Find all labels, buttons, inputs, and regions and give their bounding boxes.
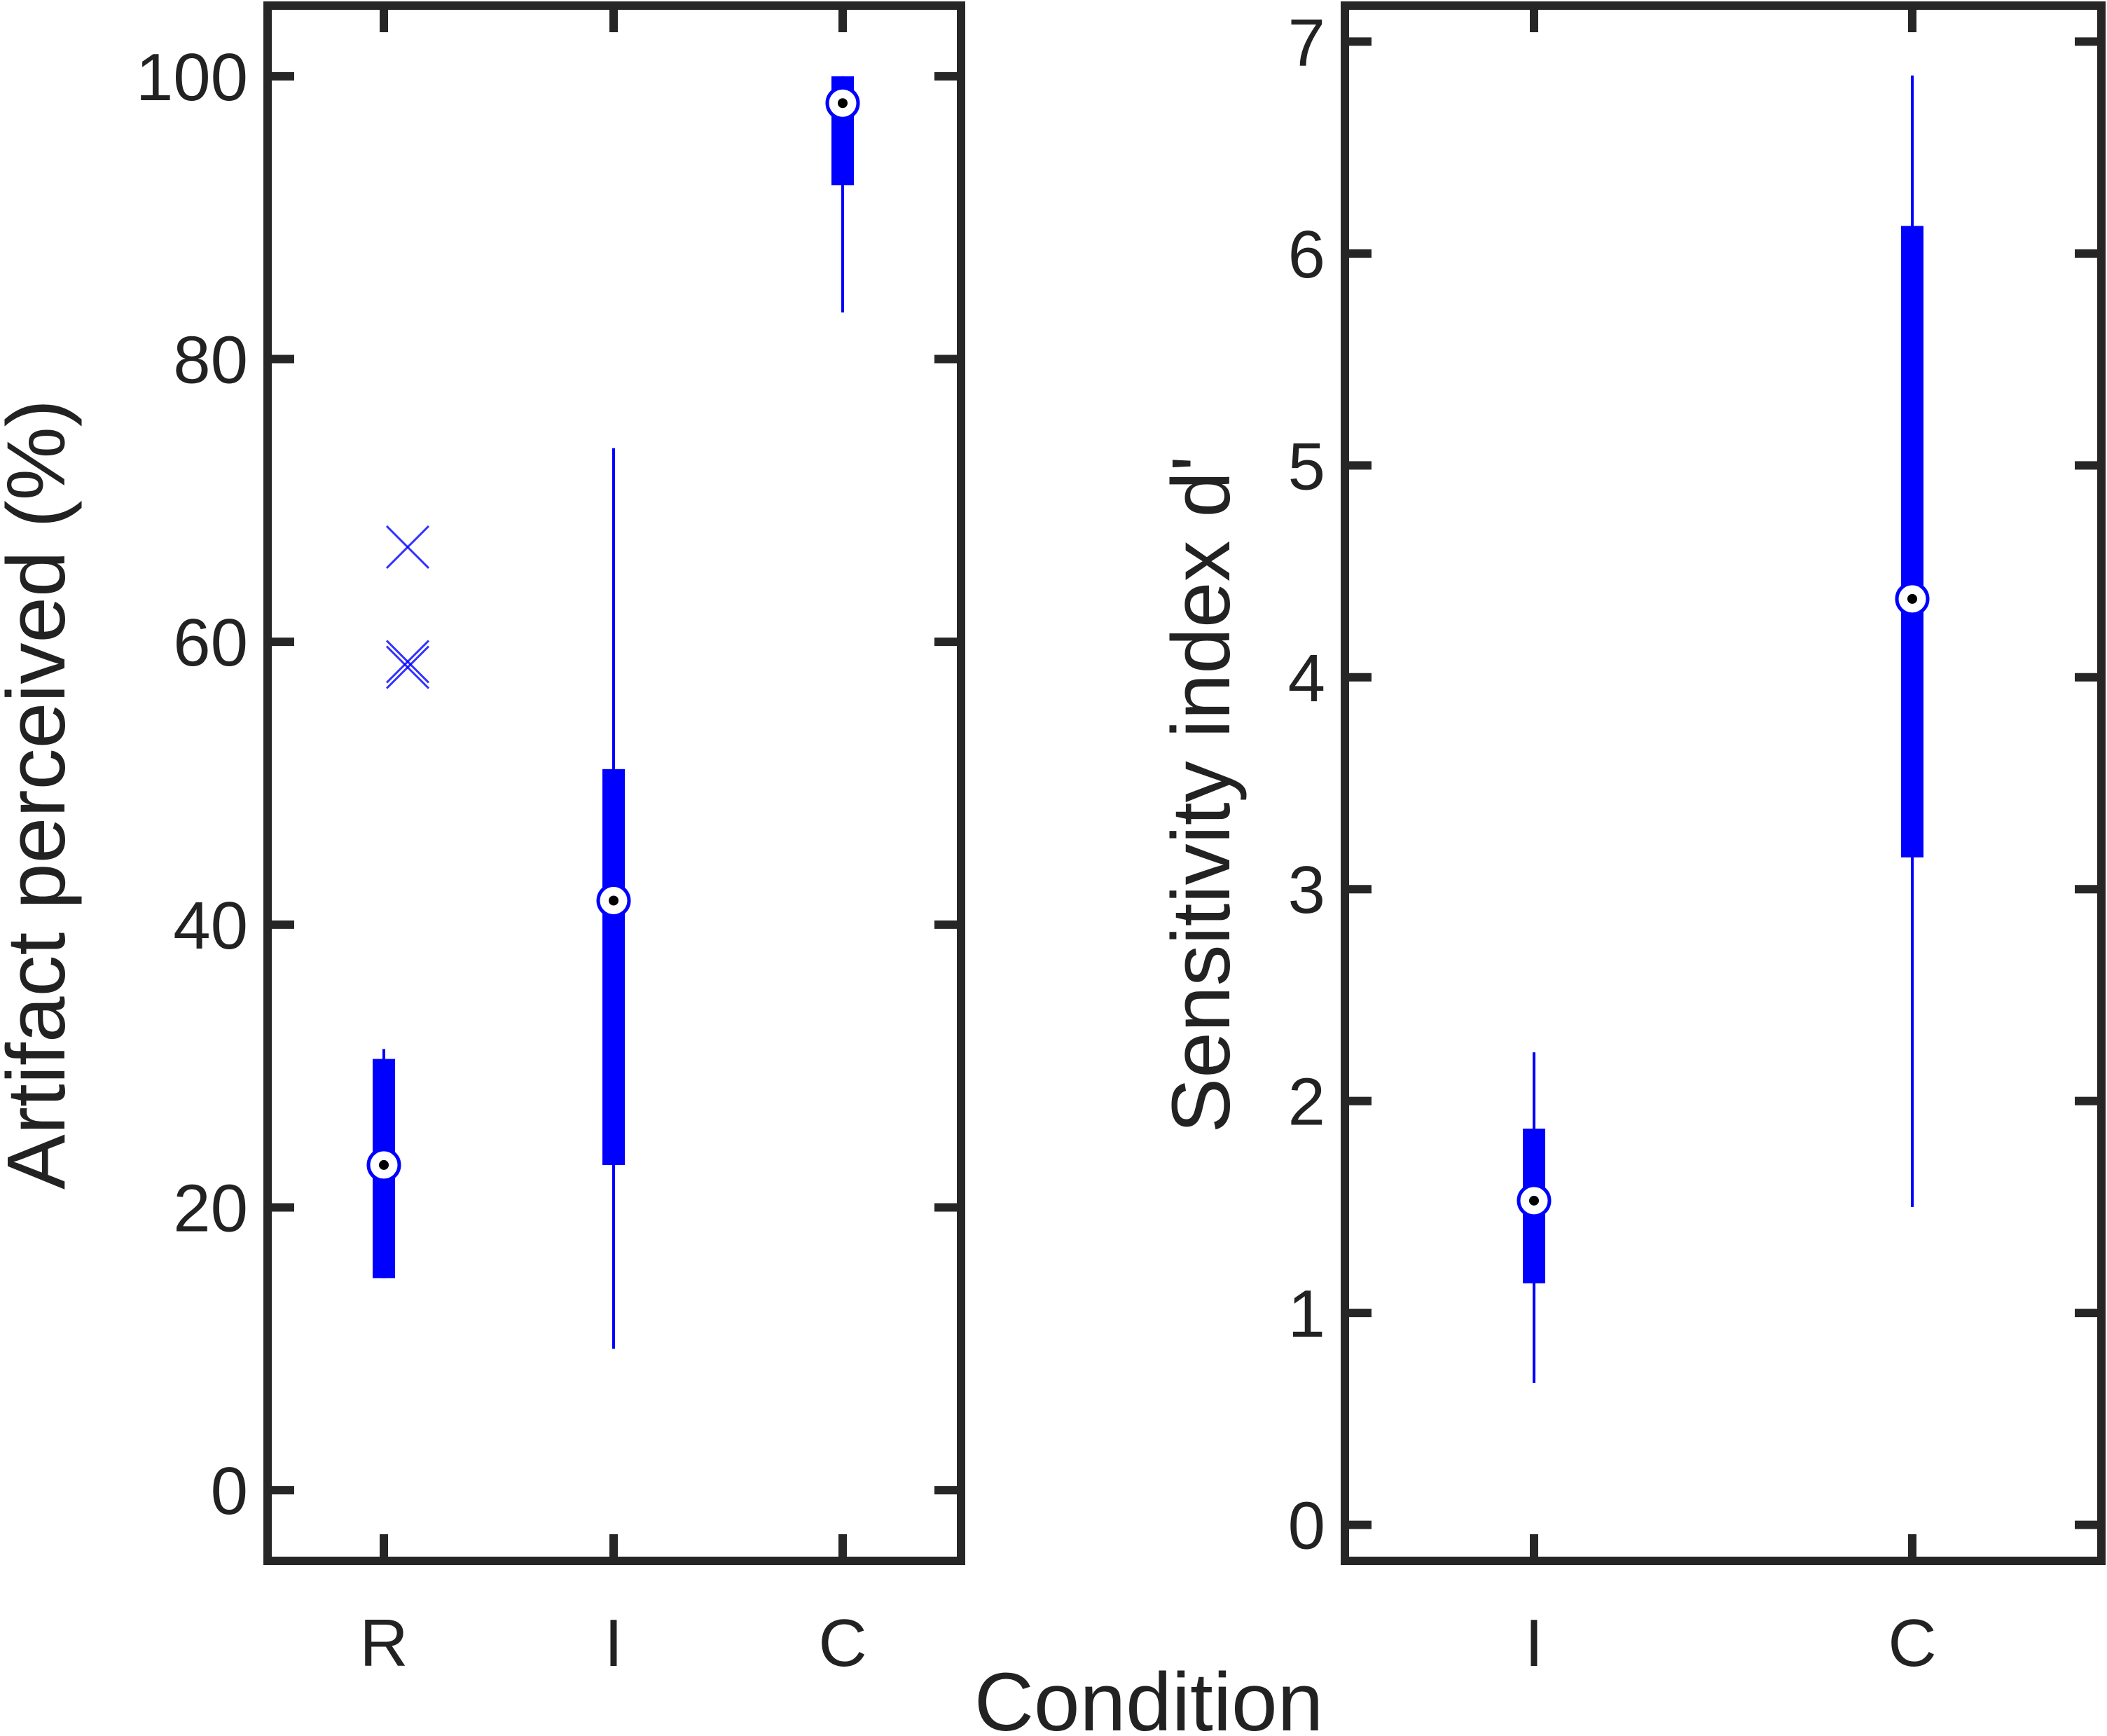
outlier-marker bbox=[385, 645, 430, 689]
panel-sensitivity-index: 0 1 2 3 4 5 6 7 I C bbox=[1288, 1, 2106, 1681]
x-axis-label: Condition bbox=[974, 1656, 1324, 1736]
outlier-marker bbox=[385, 640, 430, 684]
y-tick-label: 100 bbox=[136, 40, 248, 115]
plot-frame bbox=[1341, 1, 2106, 1565]
y-tick-label: 0 bbox=[211, 1454, 248, 1529]
panel-artifact-perceived: 0 20 40 60 80 100 R I C bbox=[136, 1, 965, 1681]
box bbox=[1901, 226, 1923, 857]
median-dot bbox=[1907, 593, 1917, 604]
y-tick-label: 5 bbox=[1288, 429, 1325, 504]
y-tick-label: 3 bbox=[1288, 853, 1325, 928]
y-tick-label: 0 bbox=[1288, 1489, 1325, 1564]
y-tick-label: 4 bbox=[1288, 641, 1325, 716]
x-tick-label: C bbox=[1888, 1606, 1936, 1681]
y-tick-label: 20 bbox=[173, 1171, 248, 1246]
outlier-marker bbox=[385, 525, 430, 570]
outlier-stroke bbox=[385, 645, 430, 689]
y-tick-label: 7 bbox=[1288, 5, 1325, 80]
y-tick-label: 6 bbox=[1288, 217, 1325, 292]
y-tick-label: 1 bbox=[1288, 1276, 1325, 1351]
outlier-stroke bbox=[385, 525, 430, 570]
box bbox=[602, 769, 625, 1165]
x-tick-label: C bbox=[818, 1606, 866, 1681]
y-axis-label-sensitivity: Sensitivity index d' bbox=[1155, 456, 1248, 1134]
outlier-stroke bbox=[385, 640, 430, 684]
x-tick-label: I bbox=[605, 1606, 623, 1681]
x-tick-label: I bbox=[1525, 1606, 1544, 1681]
y-tick-label: 60 bbox=[173, 605, 248, 680]
x-tick-label: R bbox=[359, 1606, 408, 1681]
median-dot bbox=[1529, 1195, 1539, 1206]
y-axis-label-artifact: Artifact perceived (%) bbox=[0, 399, 83, 1190]
y-tick-label: 80 bbox=[173, 323, 248, 398]
y-tick-label: 40 bbox=[173, 888, 248, 963]
y-tick-label: 2 bbox=[1288, 1065, 1325, 1140]
median-dot bbox=[379, 1159, 389, 1170]
median-dot bbox=[838, 98, 848, 109]
median-dot bbox=[609, 895, 619, 906]
